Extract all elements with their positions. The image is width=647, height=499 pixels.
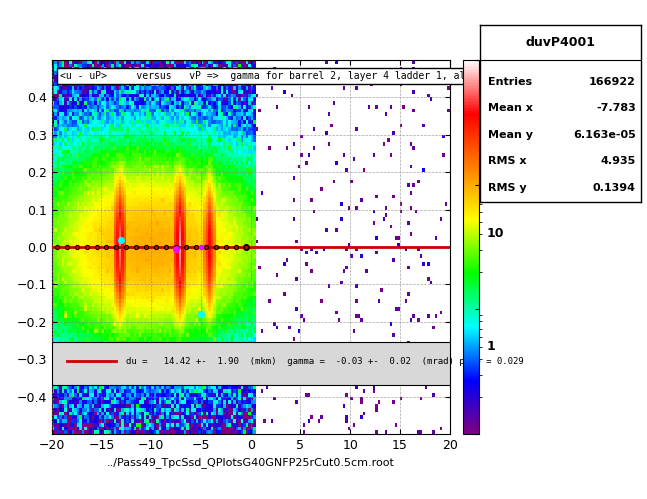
Text: Mean x: Mean x [488,103,533,113]
Text: du =   14.42 +-  1.90  (mkm)  gamma =  -0.03 +-  0.02  (mrad) prob = 0.029: du = 14.42 +- 1.90 (mkm) gamma = -0.03 +… [126,357,524,366]
Text: 166922: 166922 [589,77,636,87]
Text: RMS x: RMS x [488,156,527,166]
Text: <u - uP>     versus   vP =>  gamma for barrel 2, layer 4 ladder 1, all wafers: <u - uP> versus vP => gamma for barrel 2… [60,71,512,81]
Text: Mean y: Mean y [488,130,533,140]
Text: 0.1394: 0.1394 [593,183,636,193]
Text: RMS y: RMS y [488,183,527,193]
Text: duvP4001: duvP4001 [525,36,595,49]
Bar [52,342,450,385]
Text: 4.935: 4.935 [600,156,636,166]
Text: -7.783: -7.783 [596,103,636,113]
Text: 10: 10 [487,228,505,241]
X-axis label: ../Pass49_TpcSsd_QPlotsG40GNFP25rCut0.5cm.root: ../Pass49_TpcSsd_QPlotsG40GNFP25rCut0.5c… [107,458,395,469]
Text: $10^2$: $10^2$ [487,51,509,68]
Text: 6.163e-05: 6.163e-05 [573,130,636,140]
Text: 1: 1 [487,340,496,353]
Text: Entries: Entries [488,77,532,87]
